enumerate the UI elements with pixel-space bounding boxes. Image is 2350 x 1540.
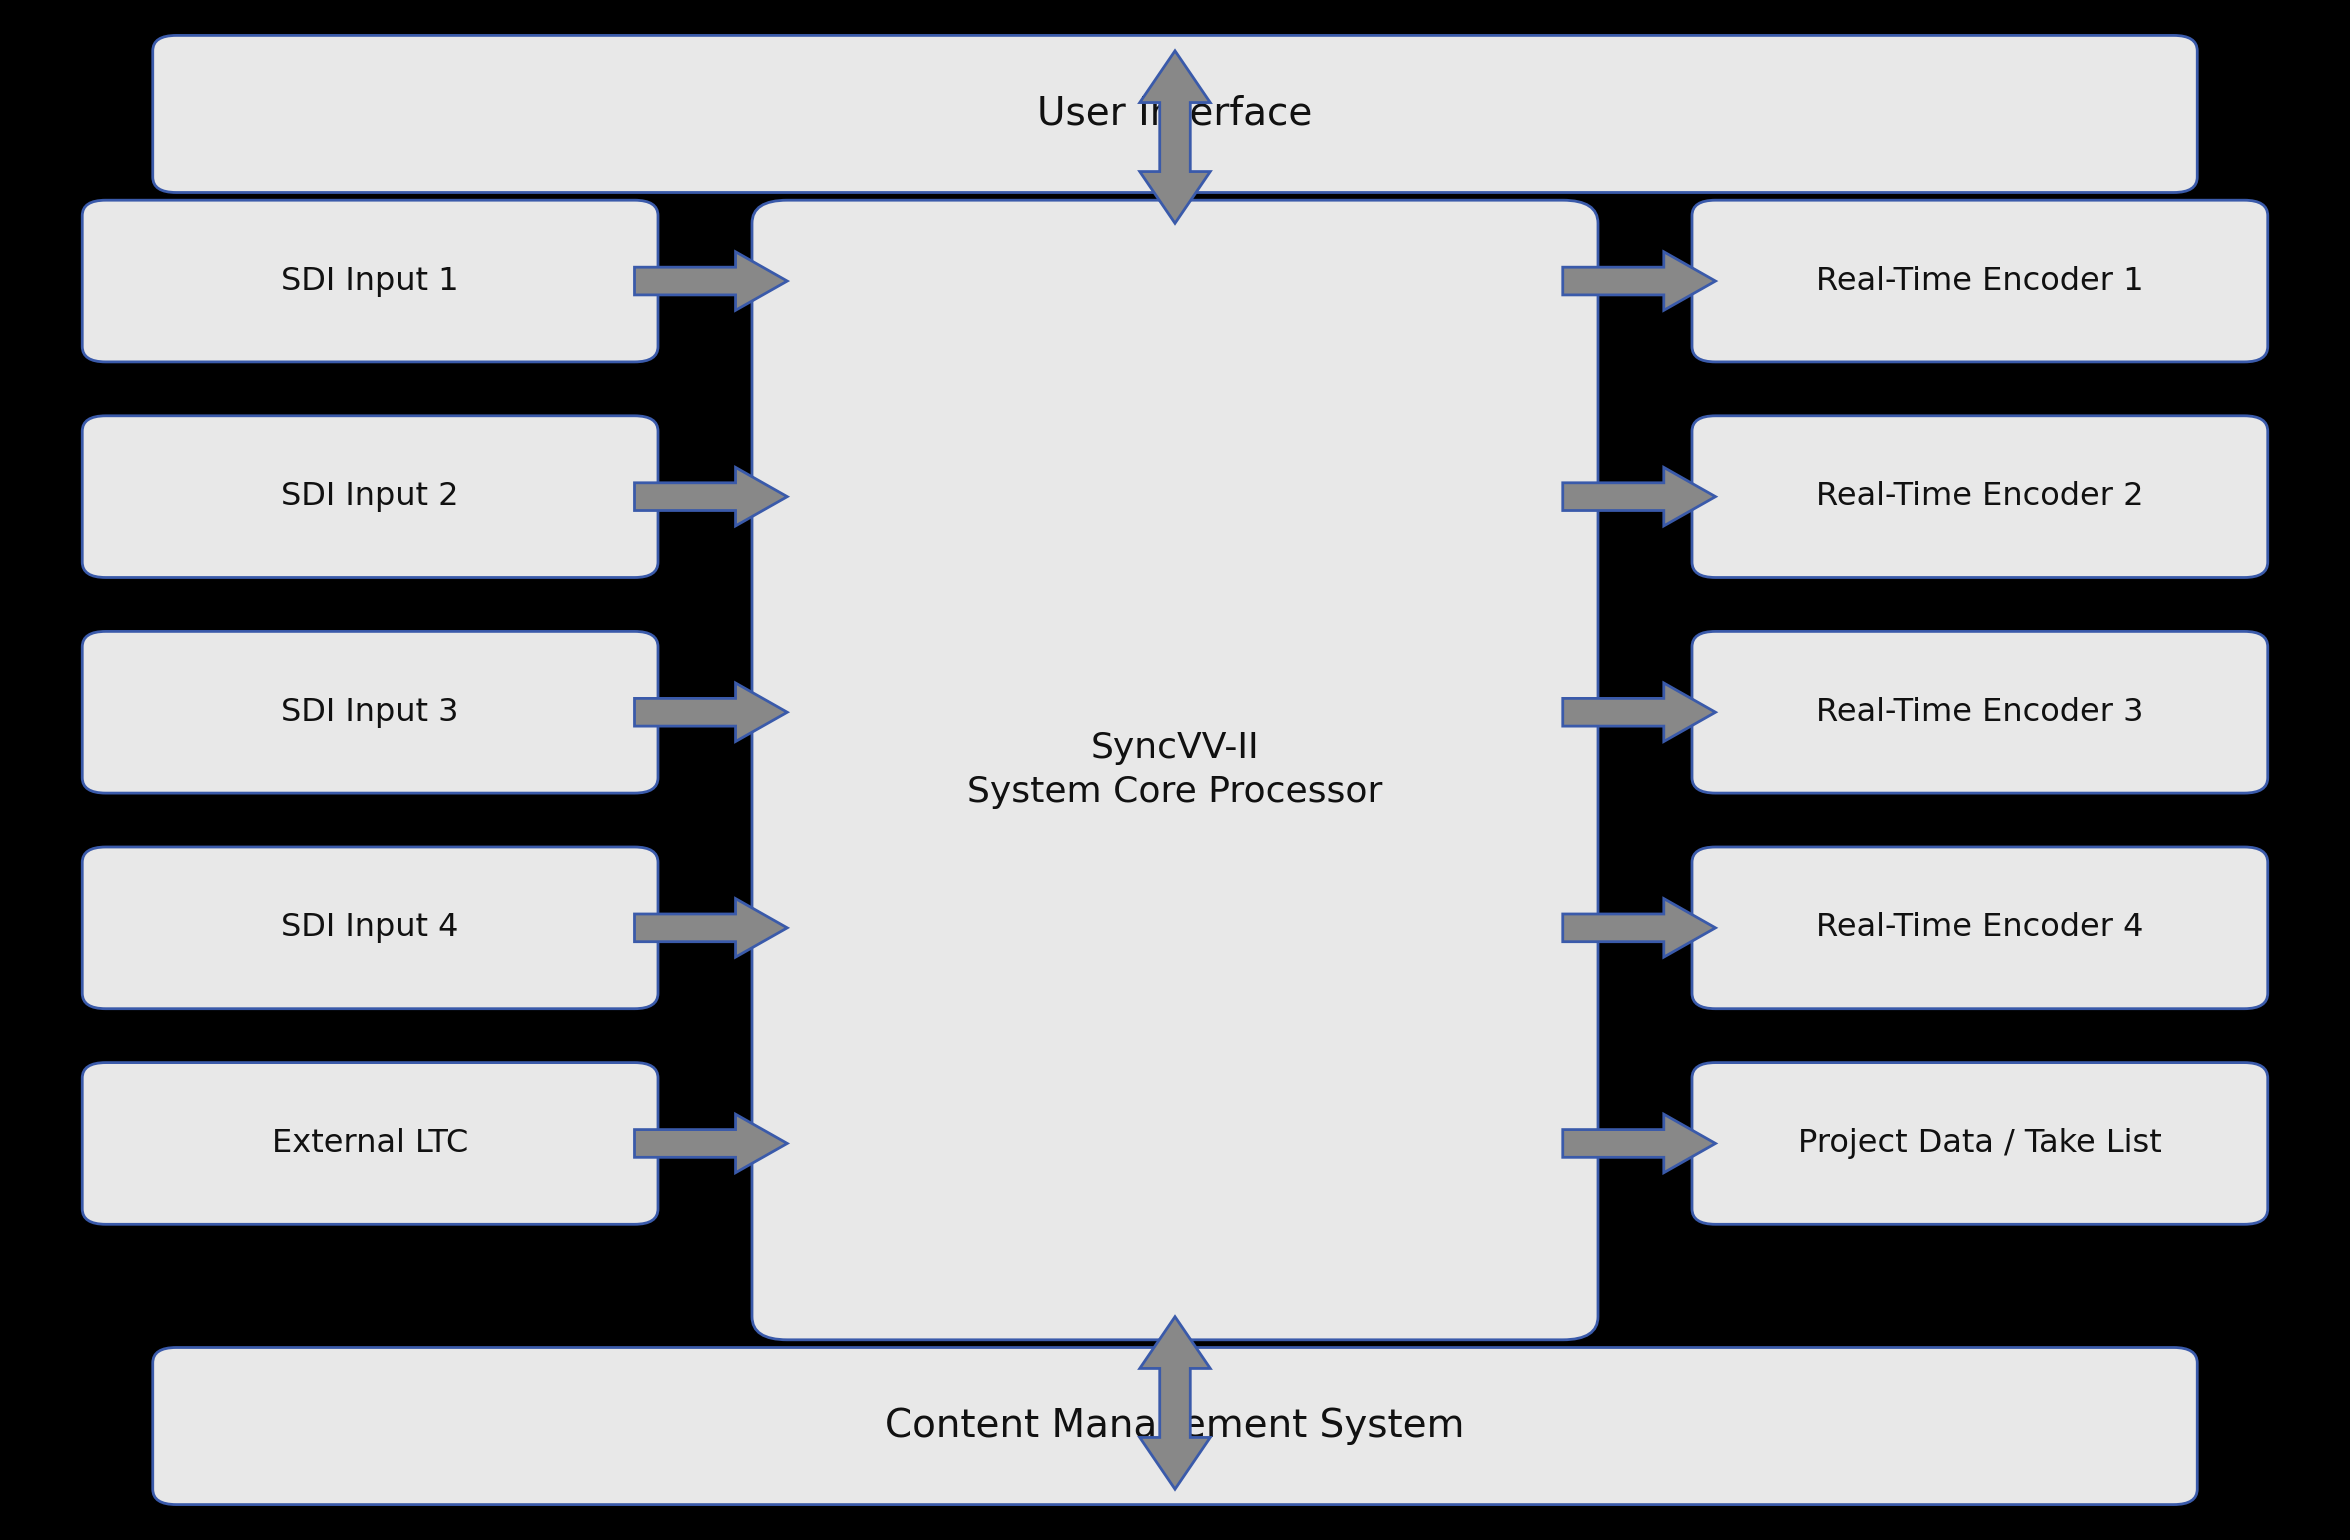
Text: External LTC: External LTC xyxy=(273,1127,468,1160)
Text: Real-Time Encoder 3: Real-Time Encoder 3 xyxy=(1817,696,2143,728)
Text: SDI Input 3: SDI Input 3 xyxy=(282,696,458,728)
Text: Content Management System: Content Management System xyxy=(886,1408,1464,1445)
FancyBboxPatch shape xyxy=(1692,416,2268,578)
Polygon shape xyxy=(1563,684,1716,742)
Polygon shape xyxy=(1563,898,1716,956)
FancyBboxPatch shape xyxy=(153,1348,2197,1505)
Polygon shape xyxy=(634,251,787,311)
FancyBboxPatch shape xyxy=(153,35,2197,192)
Text: Real-Time Encoder 1: Real-Time Encoder 1 xyxy=(1817,265,2143,297)
Text: Real-Time Encoder 2: Real-Time Encoder 2 xyxy=(1817,480,2143,513)
FancyBboxPatch shape xyxy=(82,631,658,793)
FancyBboxPatch shape xyxy=(752,200,1598,1340)
Polygon shape xyxy=(634,684,787,742)
FancyBboxPatch shape xyxy=(82,416,658,578)
Polygon shape xyxy=(1140,1317,1210,1489)
Text: SDI Input 2: SDI Input 2 xyxy=(282,480,458,513)
Polygon shape xyxy=(1140,51,1210,223)
FancyBboxPatch shape xyxy=(1692,1063,2268,1224)
Polygon shape xyxy=(1563,251,1716,311)
Text: Real-Time Encoder 4: Real-Time Encoder 4 xyxy=(1817,912,2143,944)
Text: Project Data / Take List: Project Data / Take List xyxy=(1798,1127,2162,1160)
Polygon shape xyxy=(1563,468,1716,527)
FancyBboxPatch shape xyxy=(82,847,658,1009)
FancyBboxPatch shape xyxy=(1692,847,2268,1009)
Polygon shape xyxy=(634,1115,787,1173)
FancyBboxPatch shape xyxy=(1692,200,2268,362)
Polygon shape xyxy=(634,898,787,956)
Text: SDI Input 1: SDI Input 1 xyxy=(282,265,458,297)
Text: User Interface: User Interface xyxy=(1036,95,1314,132)
Text: SDI Input 4: SDI Input 4 xyxy=(282,912,458,944)
FancyBboxPatch shape xyxy=(1692,631,2268,793)
FancyBboxPatch shape xyxy=(82,200,658,362)
Text: SyncVV-II
System Core Processor: SyncVV-II System Core Processor xyxy=(968,730,1382,810)
FancyBboxPatch shape xyxy=(82,1063,658,1224)
Polygon shape xyxy=(634,468,787,527)
Polygon shape xyxy=(1563,1115,1716,1173)
